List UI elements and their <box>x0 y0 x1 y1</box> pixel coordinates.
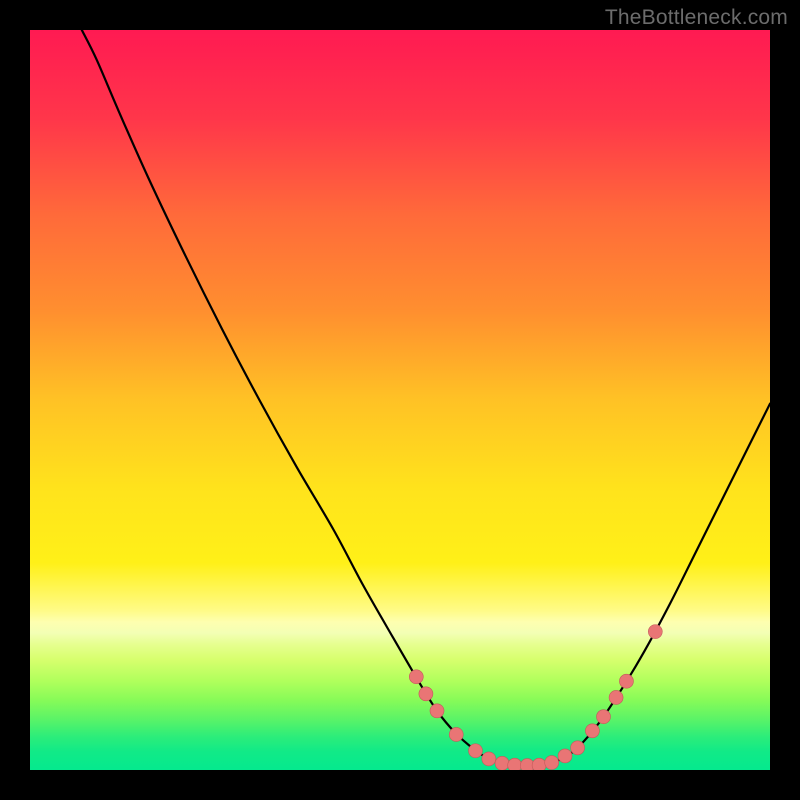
chart-frame: TheBottleneck.com <box>0 0 800 800</box>
curve-marker <box>545 756 559 770</box>
curve-marker <box>495 756 509 770</box>
curve-marker <box>409 670 423 684</box>
curve-marker <box>449 727 463 741</box>
curve-marker <box>619 674 633 688</box>
curve-marker <box>419 687 433 701</box>
curve-marker <box>482 752 496 766</box>
curve-marker <box>585 724 599 738</box>
curve-marker <box>648 625 662 639</box>
curve-marker <box>468 744 482 758</box>
bottleneck-chart <box>0 0 800 800</box>
chart-background <box>30 30 770 770</box>
curve-marker <box>532 758 546 772</box>
curve-marker <box>597 710 611 724</box>
curve-marker <box>571 741 585 755</box>
curve-marker <box>609 690 623 704</box>
curve-marker <box>508 758 522 772</box>
watermark-text: TheBottleneck.com <box>605 6 788 30</box>
curve-marker <box>558 749 572 763</box>
curve-marker <box>430 704 444 718</box>
